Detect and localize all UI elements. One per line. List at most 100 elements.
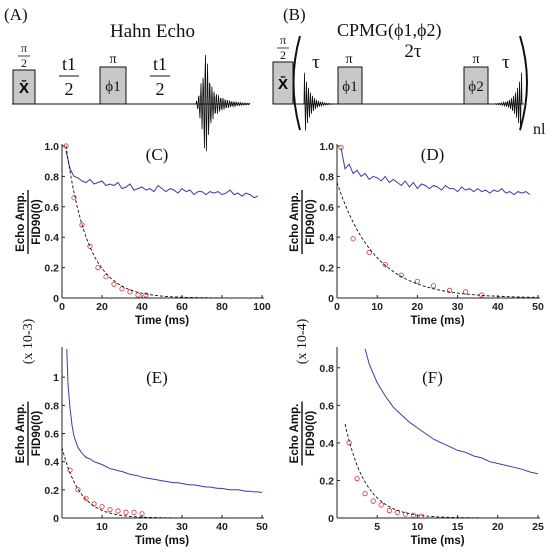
- pulse2-phase-a: ϕ1: [105, 79, 120, 95]
- y-tick-label: 0.4: [44, 457, 59, 469]
- y-tick-label: 0.2: [319, 475, 334, 487]
- pulse1-frac-bottom-a: 2: [21, 56, 27, 70]
- data-point: [386, 507, 392, 514]
- y-axis-label-numerator: Echo Amp.: [289, 404, 301, 464]
- delay1-top-a: t1: [62, 54, 76, 74]
- pulse2-top-b: π: [345, 52, 352, 67]
- y-axis-label: Echo Amp. FID90(0) (x 10-3): [15, 318, 43, 466]
- y-axis-label: Echo Amp. FID90(0): [15, 190, 43, 254]
- open-paren-b: [292, 35, 301, 131]
- x-tick-label: 0: [334, 301, 340, 313]
- y-tick-label: 1: [53, 372, 59, 384]
- echo-signal-b: [494, 72, 523, 131]
- y-axis-label-denominator: FID90(0): [305, 411, 317, 457]
- x-tick-label: 40: [136, 301, 148, 313]
- data-point: [71, 195, 77, 201]
- y-tick-label: 0: [53, 513, 59, 525]
- x-tick-label: 30: [176, 521, 188, 533]
- data-point: [111, 281, 117, 287]
- tau1-b: τ: [312, 52, 320, 73]
- delay2-top-a: t1: [153, 54, 167, 74]
- data-point: [83, 495, 89, 501]
- x-tick-label: 10: [412, 521, 424, 533]
- x-tick-label: 40: [492, 301, 504, 313]
- x-tick-label: 15: [452, 521, 464, 533]
- data-point: [115, 508, 121, 514]
- data-point: [402, 511, 408, 517]
- pulse1-box-a: [12, 69, 36, 105]
- sequence-title-a: Hahn Echo: [110, 21, 195, 42]
- panel-label: (F): [422, 368, 443, 387]
- tau2-b: τ: [502, 52, 510, 73]
- data-point: [414, 278, 420, 284]
- y-tick-label: 0.2: [319, 263, 334, 275]
- pulse1-phase-b: X̄: [278, 75, 288, 93]
- echo-signal-a: [195, 54, 251, 152]
- data-point: [410, 512, 416, 518]
- y-tick-label: 0.4: [319, 438, 334, 450]
- y-axis-label-numerator: Echo Amp.: [15, 404, 27, 464]
- y-tick-label: 0.2: [44, 485, 59, 497]
- data-point: [135, 292, 141, 298]
- y-tick-label: 0.8: [319, 171, 334, 183]
- fit-line-dashed: [62, 447, 262, 518]
- pulse2-phase-b: ϕ1: [342, 79, 357, 95]
- y-axis-label-numerator: Echo Amp.: [289, 192, 301, 252]
- y-axis-label: Echo Amp. FID90(0) (x 10-4): [289, 318, 317, 466]
- data-point: [378, 502, 384, 508]
- sequence-panel-b: (B) CPMG(ϕ1,ϕ2) π 2 X̄ τ π ϕ1 2τ π ϕ2 τ …: [272, 5, 546, 138]
- data-point: [446, 287, 453, 293]
- data-point: [99, 504, 105, 510]
- series-line-blue: [65, 150, 259, 199]
- data-point: [350, 236, 356, 242]
- data-point: [338, 144, 344, 151]
- x-tick-label: 20: [96, 301, 108, 313]
- pulse3-top-b: π: [472, 52, 479, 67]
- series-line-blue: [66, 348, 263, 494]
- plot-panel-e: 10 20 30 40 50 0 0.2 0.4 0.6 0.8 1 Time (ms) Echo Am…: [15, 318, 268, 547]
- y-tick-label: 1.0: [319, 141, 334, 153]
- x-axis-label: Time (ms): [410, 535, 464, 547]
- fid-signal-b: [303, 72, 335, 131]
- plot-panel-f: 5 10 15 20 25 0 0.2 0.4 0.6 0.8 Time (ms) Echo Amp.…: [289, 318, 544, 547]
- delay1-bottom-a: 2: [65, 79, 74, 99]
- x-tick-label: 10: [96, 521, 108, 533]
- y-tick-label: 0.8: [44, 400, 59, 412]
- x-tick-label: 30: [452, 301, 464, 313]
- panel-label-b: (B): [283, 5, 306, 24]
- y-tick-label: 0: [53, 293, 59, 305]
- y-axis-label-denominator: FID90(0): [31, 199, 43, 245]
- x-tick-label: 50: [256, 521, 268, 533]
- plot-panel-c: 0 20 40 60 80 100 0 0.2 0.4 0.6 0.8 1.0 Time (ms) Ech…: [15, 141, 271, 327]
- y-axis-label-denominator: FID90(0): [305, 199, 317, 245]
- data-point: [123, 509, 129, 516]
- data-point: [362, 490, 368, 497]
- y-tick-label: 0.2: [44, 263, 59, 275]
- data-point: [127, 289, 133, 295]
- x-axis-label: Time (ms): [135, 315, 189, 327]
- y-scale-note: (x 10-3): [21, 318, 36, 364]
- pulse1-frac-bottom-b: 2: [280, 48, 286, 62]
- data-point: [91, 501, 97, 507]
- pulse1-frac-top-a: π: [21, 41, 27, 55]
- x-tick-label: 20: [492, 521, 504, 533]
- data-point: [479, 292, 485, 298]
- pulse1-frac-top-b: π: [280, 33, 286, 47]
- panel-label-a: (A): [4, 5, 28, 24]
- data-point: [87, 243, 93, 249]
- x-axis-label: Time (ms): [135, 535, 189, 547]
- fit-line-dashed: [65, 145, 262, 298]
- repeat-count-b: nl: [533, 121, 546, 138]
- x-tick-label: 100: [253, 301, 271, 313]
- data-point: [103, 274, 109, 280]
- data-point: [462, 289, 469, 295]
- x-tick-label: 60: [176, 301, 188, 313]
- pulse2-top-a: π: [109, 52, 116, 67]
- sequence-title-b: CPMG(ϕ1,ϕ2): [337, 20, 441, 41]
- y-tick-label: 0.6: [319, 202, 334, 214]
- y-tick-label: 0: [328, 293, 334, 305]
- series-line-blue: [364, 348, 539, 475]
- two-tau-b: 2τ: [404, 41, 422, 62]
- y-tick-label: 0.6: [44, 202, 59, 214]
